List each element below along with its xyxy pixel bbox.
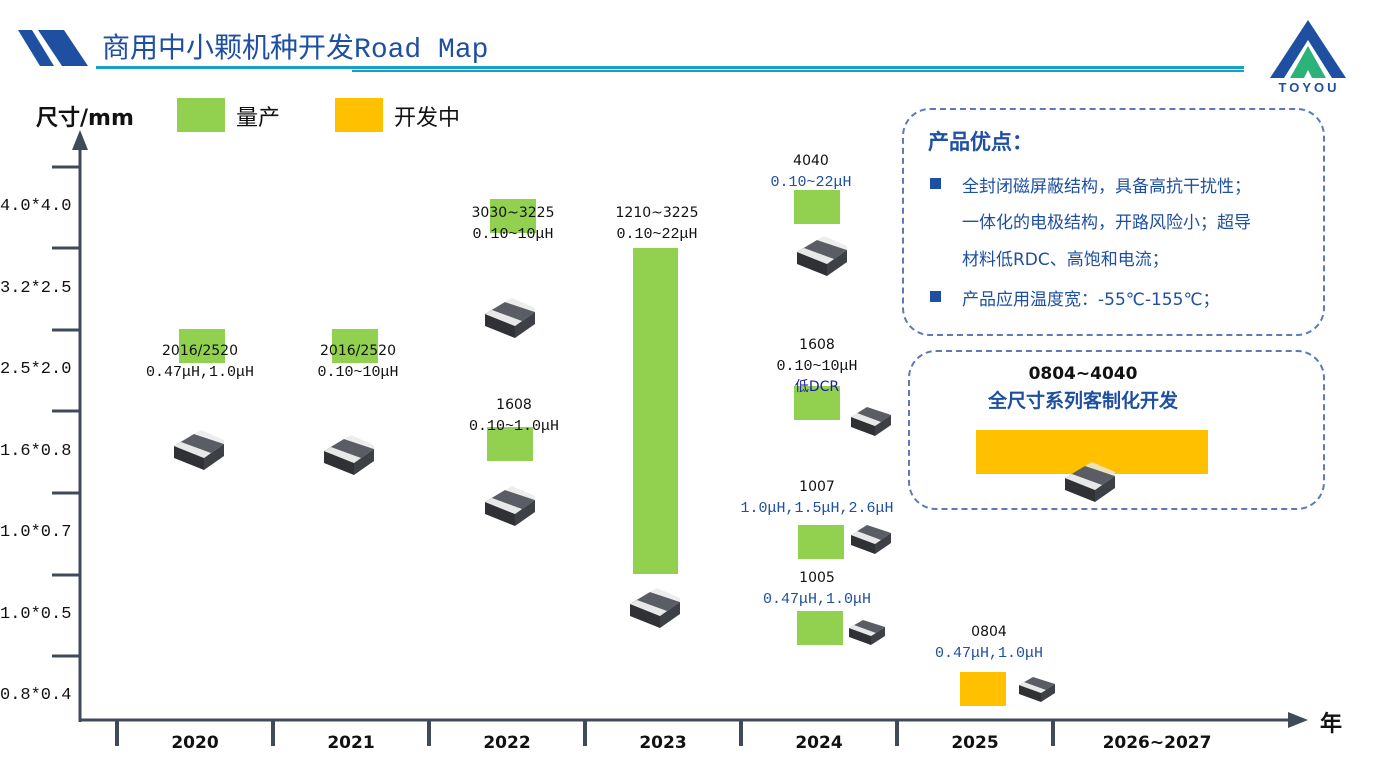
x-tick-label: 2021	[327, 733, 375, 753]
y-tick-label: 2.5*2.0	[0, 360, 72, 379]
legend-label-dev: 开发中	[394, 106, 461, 131]
legend-swatch-dev	[335, 98, 383, 132]
bar-2025-0804	[960, 672, 1006, 706]
advantages-title: 产品优点：	[928, 130, 1033, 154]
annotation-inductance: 0.10~10μH	[472, 226, 554, 243]
annotation-size: 0804	[971, 624, 1007, 640]
annotation-size: 1005	[799, 570, 835, 586]
annotation-2022-1608: 1608 0.10~1.0μH	[414, 395, 614, 437]
x-tick-label: 2026~2027	[1102, 733, 1212, 753]
x-tick-label: 2022	[483, 733, 531, 753]
annotation-size: 1608	[496, 397, 532, 413]
inductor-chip-icon	[630, 588, 680, 628]
advantage-line: 全封闭磁屏蔽结构，具备高抗干扰性；	[962, 177, 1251, 197]
annotation-2024-1007: 1007 1.0μH,1.5μH,2.6μH	[717, 477, 917, 519]
bar-2021-2016	[332, 329, 378, 363]
annotation-size: 2016/2520	[162, 343, 238, 359]
y-axis-arrow	[72, 130, 88, 150]
x-tick-label: 2025	[951, 733, 999, 753]
inductor-chip-icon	[1019, 677, 1055, 702]
annotation-2022-3030: 3030~3225 0.10~10μH	[413, 203, 613, 245]
inductor-chip-icon	[485, 486, 535, 526]
annotation-2024-1005: 1005 0.47μH,1.0μH	[717, 568, 917, 610]
annotation-size: 2016/2520	[320, 343, 396, 359]
toyou-logo-icon	[1270, 20, 1346, 78]
annotation-2024-4040: 4040 0.10~22μH	[711, 151, 911, 193]
inductor-chip-icon	[324, 435, 374, 475]
bar-2020-2016	[179, 329, 225, 363]
development-size-range: 0804~4040	[1028, 364, 1138, 384]
inductor-chip-icon	[851, 407, 891, 436]
bar-2024-4040	[794, 190, 840, 224]
annotation-size: 4040	[793, 153, 829, 169]
header-rule-secondary	[352, 70, 1244, 72]
legend-label-mass: 量产	[236, 106, 281, 131]
inductor-chip-icon	[1065, 462, 1115, 502]
inductor-chip-icon	[485, 298, 535, 338]
y-tick-label: 0.8*0.4	[0, 686, 72, 705]
title-en: Road Map	[354, 35, 489, 66]
annotation-inductance: 0.47μH,1.0μH	[762, 591, 872, 608]
title-cn: 商用中小颗机种开发	[102, 31, 355, 64]
bar-2023-1210	[633, 248, 678, 574]
header-rule	[96, 66, 1244, 69]
page-title: 商用中小颗机种开发Road Map	[102, 26, 488, 66]
development-panel	[908, 350, 1325, 510]
annotation-size: 1210~3225	[615, 205, 699, 221]
advantages-panel	[902, 108, 1325, 336]
advantage-line: 产品应用温度宽：-55℃-155℃；	[962, 290, 1220, 310]
y-tick-label: 1.0*0.7	[0, 523, 72, 542]
inductor-chip-icon	[849, 620, 885, 645]
annotation-inductance: 0.10~10μH	[776, 358, 858, 375]
legend-swatch-mass	[177, 98, 225, 132]
bar-2024-1005	[797, 611, 843, 645]
bar-2024-1007	[798, 525, 844, 559]
annotation-inductance: 0.10~22μH	[770, 174, 852, 191]
annotation-size: 3030~3225	[471, 205, 555, 221]
annotation-note: 低DCR	[794, 379, 840, 395]
bullet-square-icon	[930, 291, 941, 302]
annotation-2021: 2016/2520 0.10~10μH	[258, 341, 458, 383]
y-ticks	[52, 165, 80, 658]
logo-text: TOYOU	[1278, 80, 1340, 95]
annotation-size: 1007	[799, 479, 835, 495]
x-tick-label: 2020	[171, 733, 219, 753]
inductor-chip-icon	[174, 430, 224, 470]
advantage-line: 一体化的电极结构，开路风险小；超导	[962, 213, 1251, 233]
bar-2022-3030	[490, 199, 536, 233]
annotation-inductance: 0.10~10μH	[317, 364, 399, 381]
annotation-inductance: 0.47μH,1.0μH	[934, 645, 1044, 662]
bullet-square-icon	[930, 178, 941, 189]
x-axis-title: 年	[1320, 712, 1343, 737]
development-description: 全尺寸系列客制化开发	[987, 390, 1178, 412]
y-axis-title: 尺寸/mm	[36, 106, 134, 131]
annotation-2020: 2016/2520 0.47μH,1.0μH	[100, 341, 300, 383]
header-stripes-icon	[18, 30, 88, 66]
annotation-inductance: 0.47μH,1.0μH	[145, 364, 255, 381]
annotation-2025: 0804 0.47μH,1.0μH	[889, 622, 1089, 664]
y-tick-label: 1.6*0.8	[0, 442, 72, 461]
x-tick-label: 2024	[795, 733, 843, 753]
annotation-2024-1608: 1608 0.10~10μH 低DCR	[717, 335, 917, 398]
x-ticks	[115, 720, 1055, 746]
y-tick-label: 4.0*4.0	[0, 197, 72, 216]
y-tick-label: 3.2*2.5	[0, 279, 72, 298]
annotation-inductance: 0.10~1.0μH	[468, 418, 559, 435]
x-axis-arrow	[1288, 712, 1308, 728]
annotation-inductance: 0.10~22μH	[616, 226, 698, 243]
annotation-2023: 1210~3225 0.10~22μH	[557, 203, 757, 245]
bar-2024-1608	[794, 386, 840, 420]
advantage-line: 材料低RDC、高饱和电流；	[962, 250, 1169, 270]
inductor-chip-icon	[851, 525, 891, 554]
x-tick-label: 2023	[639, 733, 687, 753]
annotation-inductance: 1.0μH,1.5μH,2.6μH	[740, 500, 894, 517]
annotation-size: 1608	[799, 337, 835, 353]
y-tick-label: 1.0*0.5	[0, 605, 72, 624]
inductor-chip-icon	[797, 236, 847, 276]
bar-2022-1608	[487, 427, 533, 461]
